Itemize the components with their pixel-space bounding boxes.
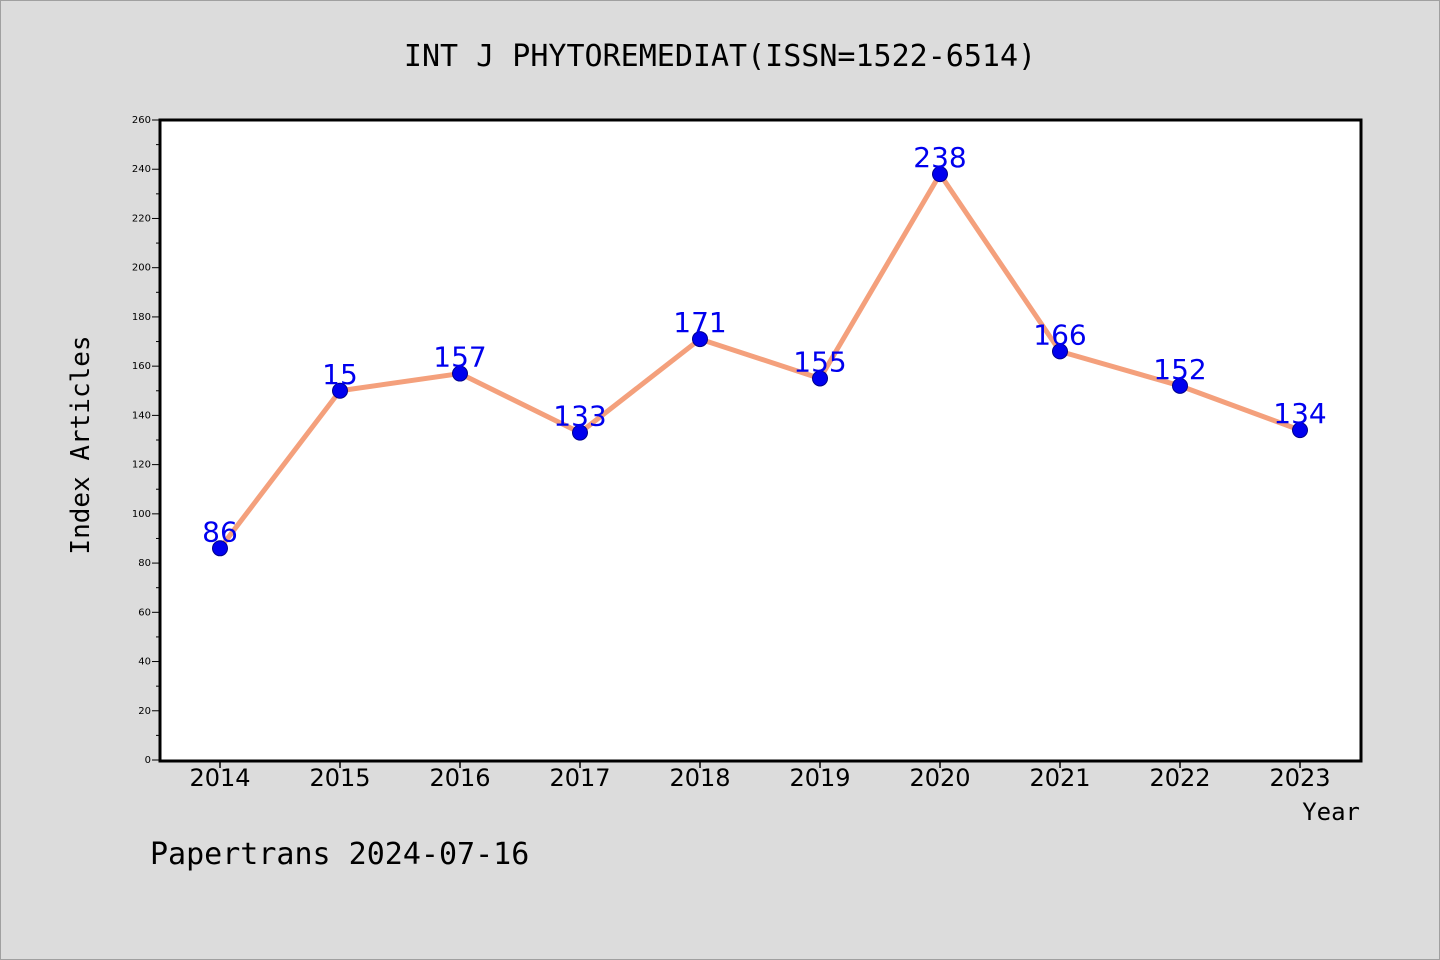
data-point <box>932 166 948 183</box>
data-point <box>572 424 588 441</box>
data-point <box>1292 422 1308 439</box>
series-line <box>217 171 1303 551</box>
y-tick-label: 260 <box>132 115 151 126</box>
data-point <box>332 382 348 399</box>
data-label: 152 <box>1153 353 1206 386</box>
plot-area <box>158 118 1363 763</box>
x-tick-label: 2023 <box>1269 764 1330 792</box>
data-point <box>1172 377 1188 394</box>
x-tick-label: 2022 <box>1149 764 1210 792</box>
series-layer: 86 15 157 133 171 155 238 166 152 134 <box>202 141 1327 557</box>
data-point <box>812 370 828 387</box>
y-tick-label: 0 <box>145 755 151 766</box>
data-point <box>452 365 468 382</box>
x-tick-label: 2017 <box>549 764 610 792</box>
data-point <box>692 331 708 348</box>
y-axis-label: Index Articles <box>66 335 96 554</box>
x-tick-label: 2016 <box>429 764 490 792</box>
data-label: 238 <box>913 141 966 174</box>
y-tick-label: 60 <box>138 607 151 618</box>
data-label: 134 <box>1273 397 1326 430</box>
x-tick-label: 2015 <box>309 764 370 792</box>
y-axis: 0 20 40 60 80 100 120 140 160 180 200 220 240 260 <box>132 115 160 766</box>
x-tick-label: 2019 <box>789 764 850 792</box>
y-tick-label: 240 <box>132 164 151 175</box>
y-tick-label: 80 <box>138 558 151 569</box>
x-axis: 2014 2015 2016 2017 2018 2019 2020 2021 2022 2023 <box>189 761 1331 792</box>
y-tick-label: 40 <box>138 657 151 668</box>
data-label: 155 <box>793 345 846 378</box>
y-tick-label: 20 <box>138 706 151 717</box>
y-tick-label: 140 <box>132 410 151 421</box>
data-label: 157 <box>433 341 486 374</box>
data-label: 15 <box>322 358 358 391</box>
x-tick-label: 2014 <box>189 764 250 792</box>
y-tick-label: 220 <box>132 213 151 224</box>
x-tick-label: 2020 <box>909 764 970 792</box>
x-tick-label: 2018 <box>669 764 730 792</box>
chart-title: INT J PHYTOREMEDIAT(ISSN=1522-6514) <box>404 39 1036 74</box>
y-tick-label: 200 <box>132 263 151 274</box>
data-point <box>212 540 228 557</box>
y-tick-label: 160 <box>132 361 151 372</box>
data-label: 86 <box>202 515 238 548</box>
y-tick-label: 100 <box>132 509 151 520</box>
x-axis-label: Year <box>1302 798 1360 826</box>
data-label: 133 <box>553 400 606 433</box>
y-tick-label: 120 <box>132 460 151 471</box>
data-label: 171 <box>673 306 726 339</box>
y-tick-label: 180 <box>132 312 151 323</box>
data-label: 166 <box>1033 318 1086 351</box>
footer-credit: Papertrans 2024-07-16 <box>150 837 529 872</box>
x-tick-label: 2021 <box>1029 764 1090 792</box>
data-point <box>1052 343 1068 360</box>
